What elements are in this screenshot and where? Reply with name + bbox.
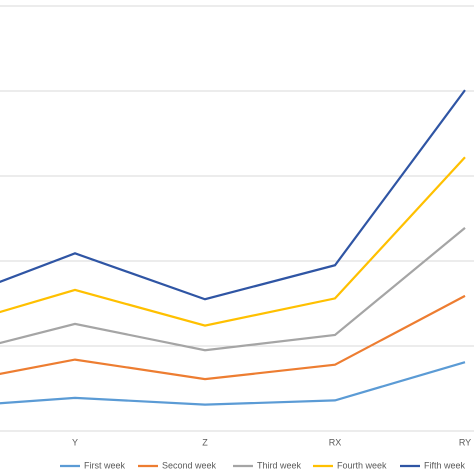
legend-label: Second week xyxy=(162,460,217,470)
x-tick-label: Y xyxy=(72,437,78,447)
x-tick-label: RX xyxy=(329,437,342,447)
legend-label: Fifth week xyxy=(424,460,466,470)
x-tick-label: RY xyxy=(459,437,471,447)
series-line xyxy=(0,294,466,381)
series-line xyxy=(0,361,466,406)
series-line xyxy=(0,89,466,301)
legend-label: Third week xyxy=(257,460,302,470)
legend-label: Fourth week xyxy=(337,460,387,470)
x-tick-label: Z xyxy=(202,437,208,447)
legend-label: First week xyxy=(84,460,126,470)
series-line xyxy=(0,156,466,327)
series-line xyxy=(0,227,466,352)
